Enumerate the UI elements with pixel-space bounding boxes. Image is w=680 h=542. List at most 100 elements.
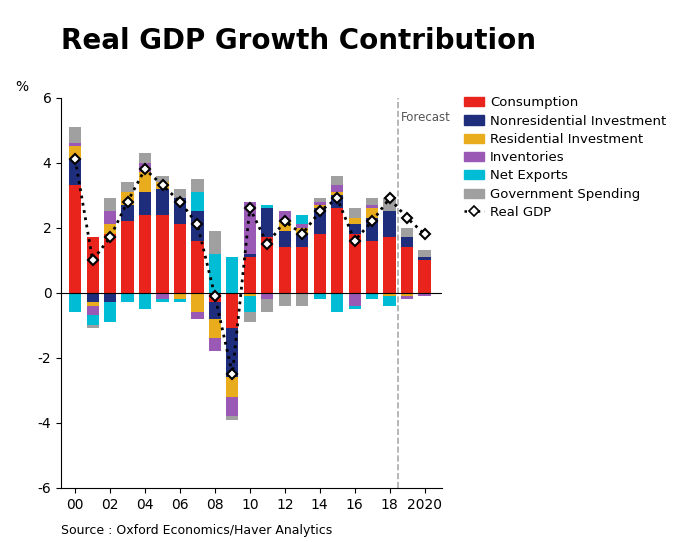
Bar	[366, 241, 378, 293]
Bar	[191, 312, 203, 319]
Bar	[174, 299, 186, 302]
Bar	[226, 416, 239, 420]
Bar	[174, 224, 186, 293]
Bar	[156, 189, 169, 215]
Bar	[226, 293, 239, 328]
Bar	[191, 192, 203, 211]
Real GDP	[403, 215, 411, 221]
Bar	[349, 234, 361, 293]
Bar	[139, 215, 151, 293]
Bar	[366, 293, 378, 299]
Bar	[418, 250, 430, 257]
Bar	[243, 254, 256, 257]
Bar	[209, 254, 221, 293]
Bar	[69, 146, 82, 159]
Real GDP	[368, 218, 376, 224]
Bar	[86, 315, 99, 325]
Bar	[366, 208, 378, 218]
Bar	[313, 202, 326, 205]
Bar	[366, 218, 378, 241]
Bar	[104, 234, 116, 293]
Real GDP	[88, 257, 97, 263]
Bar	[384, 211, 396, 237]
Bar	[349, 208, 361, 218]
Bar	[313, 198, 326, 202]
Bar	[384, 237, 396, 293]
Bar	[174, 293, 186, 299]
Bar	[313, 208, 326, 234]
Bar	[69, 159, 82, 185]
Bar	[243, 312, 256, 322]
Bar	[261, 205, 273, 208]
Bar	[191, 179, 203, 192]
Bar	[191, 241, 203, 293]
Bar	[139, 172, 151, 192]
Bar	[384, 198, 396, 211]
Bar	[104, 293, 116, 302]
Bar	[243, 202, 256, 254]
Bar	[191, 211, 203, 241]
Text: %: %	[16, 80, 29, 94]
Bar	[122, 182, 134, 192]
Real GDP	[298, 231, 306, 237]
Bar	[156, 176, 169, 182]
Bar	[243, 293, 256, 296]
Bar	[401, 296, 413, 299]
Real GDP	[263, 241, 271, 247]
Bar	[279, 247, 291, 293]
Bar	[243, 257, 256, 293]
Bar	[156, 299, 169, 302]
Bar	[418, 293, 430, 296]
Text: Forecast: Forecast	[401, 111, 451, 124]
Bar	[401, 237, 413, 247]
Bar	[331, 192, 343, 195]
Bar	[401, 247, 413, 293]
Bar	[139, 192, 151, 215]
Bar	[104, 224, 116, 234]
Bar	[139, 153, 151, 163]
Bar	[122, 192, 134, 205]
Bar	[226, 328, 239, 377]
Bar	[226, 377, 239, 397]
Real GDP	[106, 234, 114, 241]
Real GDP	[71, 156, 80, 163]
Real GDP	[420, 231, 428, 237]
Line: Real GDP: Real GDP	[71, 156, 428, 378]
Real GDP	[333, 195, 341, 202]
Bar	[331, 293, 343, 312]
Text: Source : Oxford Economics/Haver Analytics: Source : Oxford Economics/Haver Analytic…	[61, 524, 333, 537]
Bar	[174, 189, 186, 198]
Text: Real GDP Growth Contribution: Real GDP Growth Contribution	[61, 27, 537, 55]
Bar	[86, 237, 99, 293]
Real GDP	[193, 221, 201, 228]
Bar	[313, 293, 326, 299]
Bar	[331, 185, 343, 192]
Bar	[209, 231, 221, 254]
Bar	[384, 296, 396, 306]
Bar	[296, 228, 308, 234]
Bar	[191, 293, 203, 312]
Bar	[104, 198, 116, 211]
Legend: Consumption, Nonresidential Investment, Residential Investment, Inventories, Net: Consumption, Nonresidential Investment, …	[464, 96, 666, 219]
Bar	[331, 176, 343, 185]
Bar	[209, 302, 221, 319]
Bar	[349, 306, 361, 309]
Bar	[122, 205, 134, 221]
Bar	[139, 293, 151, 309]
Bar	[261, 237, 273, 293]
Bar	[279, 221, 291, 231]
Real GDP	[124, 198, 132, 205]
Bar	[331, 195, 343, 208]
Bar	[104, 302, 116, 322]
Real GDP	[228, 371, 237, 377]
Bar	[86, 325, 99, 328]
Real GDP	[281, 218, 289, 224]
Bar	[209, 319, 221, 338]
Bar	[243, 296, 256, 312]
Bar	[174, 198, 186, 224]
Bar	[226, 257, 239, 293]
Bar	[366, 205, 378, 208]
Real GDP	[141, 166, 149, 172]
Real GDP	[316, 208, 324, 215]
Bar	[69, 185, 82, 293]
